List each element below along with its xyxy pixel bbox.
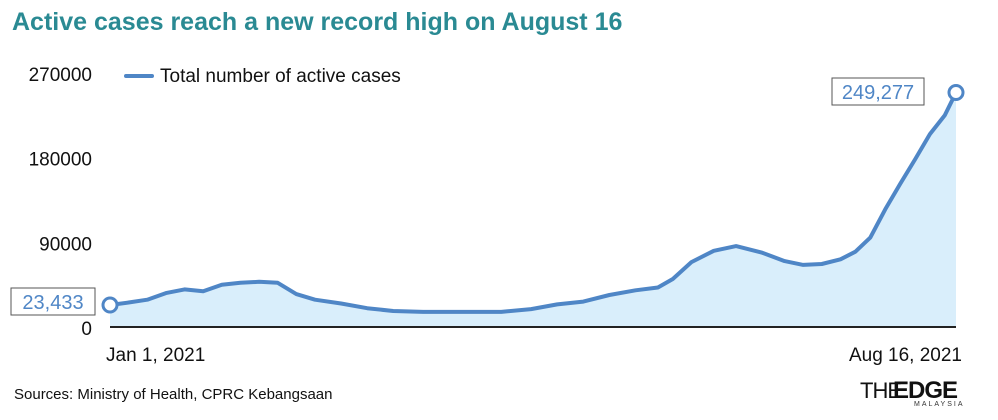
x-axis-labels: Jan 1, 2021 Aug 16, 2021	[106, 345, 962, 366]
x-label-end: Aug 16, 2021	[849, 345, 962, 366]
source-note: Sources: Ministry of Health, CPRC Kebang…	[14, 386, 333, 403]
end-value-box	[831, 77, 925, 106]
y-tick-label: 90000	[39, 234, 92, 255]
active-cases-chart: 0 90000 180000 270000 Jan 1, 2021 Aug 16, 20…	[10, 65, 965, 366]
logo-edge: EDGE	[893, 377, 958, 404]
legend-label: Total number of active cases	[160, 66, 401, 87]
chart-title: Active cases reach a new record high on …	[12, 8, 623, 36]
the-edge-logo: THE EDGE MALAYSIA	[860, 377, 988, 414]
y-tick-label: 0	[81, 319, 92, 340]
logo-the: THE	[860, 378, 902, 403]
series-line	[109, 91, 958, 314]
end-point-marker	[947, 83, 965, 101]
start-point-marker	[101, 296, 119, 314]
y-tick-label: 270000	[29, 65, 92, 86]
logo-sub: MALAYSIA	[914, 401, 965, 408]
start-value-label: 23,433	[22, 292, 83, 314]
y-axis-ticks: 0 90000 180000 270000	[29, 65, 92, 340]
legend: Total number of active cases	[124, 66, 401, 87]
area-fill	[110, 92, 956, 327]
y-tick-label: 180000	[29, 150, 92, 171]
start-value-box	[10, 287, 96, 316]
end-value-label: 249,277	[842, 82, 914, 104]
annotations: 23,433 249,277	[10, 77, 965, 316]
x-label-start: Jan 1, 2021	[106, 345, 205, 366]
